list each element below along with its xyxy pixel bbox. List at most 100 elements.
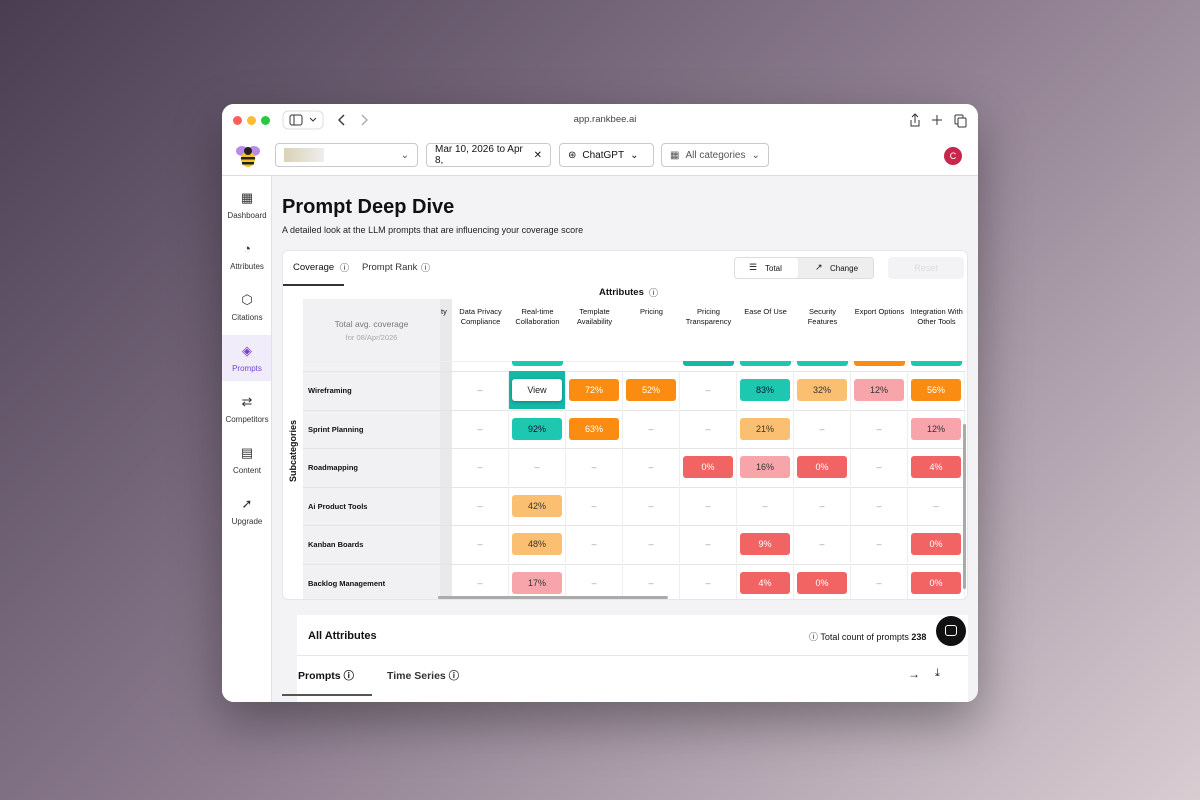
coverage-pill[interactable]: 72% <box>569 379 619 401</box>
tab[interactable]: Prompt Rank <box>362 262 418 273</box>
maximize[interactable] <box>261 116 270 125</box>
empty-cell: – <box>876 539 882 549</box>
info: ⓘ <box>649 288 659 298</box>
nav-icon[interactable]: ⇄ <box>241 394 253 409</box>
nav-label[interactable]: Attributes <box>230 262 264 271</box>
category-select[interactable]: ▦ All categories ⌄ <box>661 143 769 167</box>
column-header[interactable]: Real-time Collaboration <box>515 307 560 326</box>
cell: 32% <box>794 371 851 409</box>
nav-label[interactable]: Citations <box>231 313 263 322</box>
empty-cell: – <box>477 462 483 472</box>
coverage-pill[interactable]: 32% <box>797 379 847 401</box>
coverage-pill[interactable]: 0% <box>911 533 961 555</box>
empty-cell: – <box>591 577 597 588</box>
cell: – <box>509 448 566 486</box>
project-select[interactable]: ⌄ <box>275 143 418 167</box>
coverage-pill[interactable]: 83% <box>740 379 790 401</box>
coverage-pill[interactable]: 12% <box>911 417 961 440</box>
coverage-pill[interactable]: 56% <box>911 379 961 401</box>
toggle-option[interactable]: Change <box>830 264 859 273</box>
coverage-pill[interactable]: 21% <box>740 417 790 440</box>
clipped-cell <box>683 361 734 366</box>
nav-icon[interactable]: ◔ <box>243 241 251 256</box>
url-bar[interactable]: app.rankbee.ai <box>450 110 760 130</box>
nav-icon[interactable]: ⬡ <box>241 292 253 307</box>
nav-icon[interactable]: ➚ <box>241 496 253 511</box>
download-icon[interactable]: ⤓ <box>935 667 940 679</box>
h-scrollbar[interactable] <box>438 596 668 599</box>
tab[interactable]: Time Series ⓘ <box>387 670 460 682</box>
column-header[interactable]: Integration With Other Tools <box>910 307 963 326</box>
column-header[interactable]: Pricing <box>640 307 663 316</box>
cell: – <box>851 409 908 448</box>
clipped-cell <box>911 361 962 366</box>
open-icon[interactable]: → <box>908 667 920 681</box>
avatar[interactable]: C <box>944 147 962 165</box>
toggle: Total Change ☰ ↗ <box>734 257 874 279</box>
coverage-pill[interactable]: 9% <box>740 533 790 555</box>
empty-cell: – <box>705 500 711 511</box>
tab[interactable]: Prompts ⓘ <box>298 670 355 682</box>
row-label[interactable]: Ai Product Tools <box>308 501 368 511</box>
view-button[interactable]: View <box>512 379 562 401</box>
minimize[interactable] <box>247 116 256 125</box>
reset-button[interactable]: Reset <box>888 257 964 279</box>
column-header[interactable]: Ease Of Use <box>744 307 787 316</box>
coverage-pill[interactable]: 0% <box>911 571 961 594</box>
toggle-option[interactable]: Total <box>765 264 782 273</box>
row-label[interactable]: Roadmapping <box>308 463 358 472</box>
row-label[interactable]: Backlog Management <box>308 578 386 588</box>
close[interactable] <box>233 116 242 125</box>
coverage-pill[interactable]: 52% <box>626 379 676 401</box>
column-header[interactable]: Pricing Transparency <box>685 307 732 326</box>
browser-actions[interactable] <box>907 110 967 130</box>
page-subtitle: A detailed look at the LLM prompts that … <box>282 225 584 235</box>
cell: 0% <box>680 448 737 486</box>
cell: 42% <box>509 486 566 525</box>
clipped-cell <box>740 361 791 366</box>
coverage-pill[interactable]: 63% <box>569 417 619 440</box>
cell: 4% <box>908 448 965 486</box>
cell: – <box>680 486 737 525</box>
cell: – <box>452 371 509 409</box>
coverage-pill[interactable]: 12% <box>854 379 904 401</box>
cell: – <box>566 563 623 599</box>
coverage-pill[interactable]: 4% <box>740 571 790 594</box>
nav-icons[interactable] <box>282 110 432 130</box>
nav-label[interactable]: Prompts <box>232 364 262 373</box>
coverage-pill[interactable]: 0% <box>797 456 847 478</box>
nav-icon[interactable]: ◈ <box>242 343 252 358</box>
coverage-pill[interactable]: 16% <box>740 456 790 478</box>
icon: ↗ <box>815 262 823 272</box>
tab[interactable]: Coverage <box>293 262 335 273</box>
column-header[interactable]: Export Options <box>854 307 905 316</box>
nav-label[interactable]: Upgrade <box>231 517 263 526</box>
column-header[interactable]: Security Features <box>807 307 838 326</box>
coverage-pill[interactable]: 0% <box>797 571 847 594</box>
column-header[interactable]: Data Privacy Compliance <box>459 307 502 326</box>
nav-icon[interactable]: ▦ <box>240 190 254 205</box>
row-label[interactable]: Wireframing <box>308 386 352 395</box>
model-select[interactable]: ⊛ ChatGPT ⌄ <box>559 143 654 167</box>
nav-label[interactable]: Dashboard <box>227 211 267 220</box>
row-label[interactable]: Kanban Boards <box>308 540 364 549</box>
coverage-pill[interactable]: 4% <box>911 456 961 478</box>
row-label[interactable]: Sprint Planning <box>308 424 364 434</box>
chat-button[interactable] <box>936 616 966 646</box>
v-scrollbar[interactable] <box>963 424 966 589</box>
logo[interactable] <box>234 142 262 170</box>
nav-icon[interactable]: ▤ <box>240 445 254 460</box>
coverage-pill[interactable]: 92% <box>512 417 562 440</box>
cell: 4% <box>737 563 794 599</box>
coverage-pill[interactable]: 42% <box>512 494 562 517</box>
nav-label[interactable]: Competitors <box>225 415 269 424</box>
cell: – <box>908 486 965 525</box>
coverage-pill[interactable]: 17% <box>512 571 562 594</box>
coverage-pill[interactable]: 0% <box>683 456 733 478</box>
empty-cell: – <box>876 423 882 434</box>
corner-title: Total avg. coverage <box>334 319 409 329</box>
date-range[interactable]: Mar 10, 2026 to Apr 8, ✕ <box>426 143 551 167</box>
coverage-pill[interactable]: 48% <box>512 533 562 555</box>
nav-label[interactable]: Content <box>232 466 262 475</box>
column-header[interactable]: Template Availability <box>576 307 613 326</box>
